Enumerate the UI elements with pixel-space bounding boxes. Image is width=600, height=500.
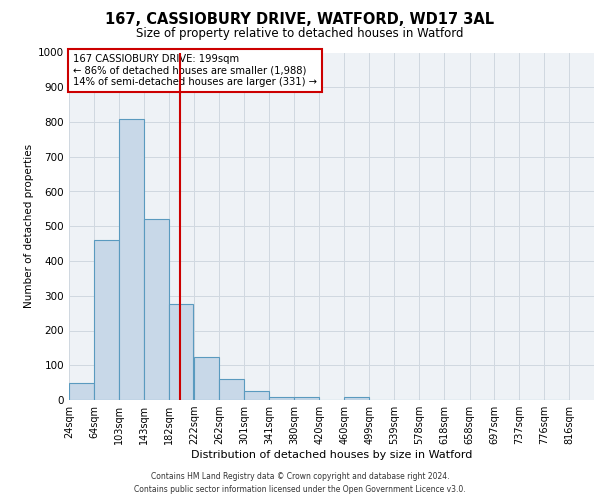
Bar xyxy=(169,304,193,400)
Text: Contains HM Land Registry data © Crown copyright and database right 2024.
Contai: Contains HM Land Registry data © Crown c… xyxy=(134,472,466,494)
Bar xyxy=(94,240,119,400)
Text: 167 CASSIOBURY DRIVE: 199sqm
← 86% of detached houses are smaller (1,988)
14% of: 167 CASSIOBURY DRIVE: 199sqm ← 86% of de… xyxy=(73,54,317,88)
Bar xyxy=(220,379,244,400)
Text: 167, CASSIOBURY DRIVE, WATFORD, WD17 3AL: 167, CASSIOBURY DRIVE, WATFORD, WD17 3AL xyxy=(106,12,494,28)
X-axis label: Distribution of detached houses by size in Watford: Distribution of detached houses by size … xyxy=(191,450,472,460)
Bar xyxy=(119,118,143,400)
Bar xyxy=(194,356,219,400)
Text: Size of property relative to detached houses in Watford: Size of property relative to detached ho… xyxy=(136,28,464,40)
Bar xyxy=(344,396,369,400)
Bar xyxy=(144,220,169,400)
Bar xyxy=(294,396,319,400)
Bar xyxy=(269,396,294,400)
Y-axis label: Number of detached properties: Number of detached properties xyxy=(24,144,34,308)
Bar xyxy=(244,392,269,400)
Bar xyxy=(69,382,94,400)
